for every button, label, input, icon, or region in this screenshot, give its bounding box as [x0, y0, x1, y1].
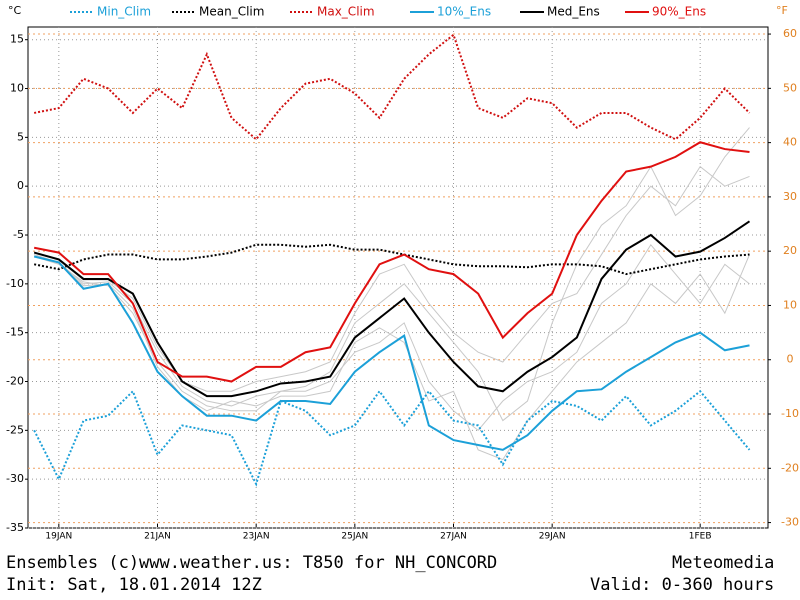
y2-tick-label: 30 — [783, 190, 797, 203]
y-tick-label: 10 — [10, 82, 24, 95]
x-tick-label: 25JAN — [341, 532, 368, 542]
series-line — [33, 220, 751, 398]
x-tick-label: 23JAN — [243, 532, 270, 542]
y-tick-label: -15 — [6, 326, 24, 339]
x-tick-label: 19JAN — [45, 532, 72, 542]
plot-frame — [27, 26, 769, 529]
chart-title: Ensembles (c)www.weather.us: T850 for NH… — [6, 553, 497, 573]
y-tick-label: -25 — [6, 423, 24, 436]
legend-label: 10%_Ens — [437, 5, 491, 19]
y2-tick-label: 0 — [787, 353, 794, 366]
series-line — [33, 389, 751, 487]
brand: Meteomedia — [672, 553, 774, 573]
member-line — [33, 254, 750, 461]
legend-label: Min_Clim — [97, 5, 151, 19]
y-tick-label: 15 — [10, 33, 24, 46]
y-tick-label: -35 — [6, 521, 24, 534]
legend-label: Med_Ens — [547, 5, 600, 19]
y-tick-label: 0 — [17, 179, 24, 192]
y2-tick-label: 10 — [783, 298, 797, 311]
y2-tick-label: -20 — [781, 461, 799, 474]
y-tick-label: -5 — [13, 228, 24, 241]
y2-tick-label: -10 — [781, 407, 799, 420]
init-text: Init: Sat, 18.01.2014 12Z — [6, 575, 262, 595]
y2-tick-label: 40 — [783, 136, 797, 149]
y2-axis-label: °F — [776, 4, 788, 17]
x-tick-label: 29JAN — [539, 532, 566, 542]
x-tick-label: 27JAN — [440, 532, 467, 542]
valid-text: Valid: 0-360 hours — [590, 575, 774, 595]
y-axis-label: °C — [8, 4, 22, 17]
y-tick-label: -10 — [6, 277, 24, 290]
x-tick-label: 21JAN — [144, 532, 171, 542]
y2-tick-label: 50 — [783, 81, 797, 94]
series-line — [33, 141, 750, 383]
legend-label: Mean_Clim — [199, 5, 264, 19]
legend-label: 90%_Ens — [652, 5, 706, 19]
member-line — [34, 165, 750, 392]
y2-tick-label: 20 — [783, 244, 797, 257]
y2-tick-label: -30 — [781, 516, 799, 529]
y-tick-label: -20 — [6, 375, 24, 388]
legend-label: Max_Clim — [317, 5, 375, 19]
series-line — [33, 243, 750, 276]
y-tick-label: -30 — [6, 472, 24, 485]
y-tick-label: 5 — [17, 130, 24, 143]
member-line — [34, 127, 750, 422]
member-line — [34, 243, 750, 432]
series-line — [33, 255, 750, 451]
series-line — [33, 33, 751, 141]
x-tick-label: 1FEB — [689, 532, 712, 542]
y2-tick-label: 60 — [783, 27, 797, 40]
